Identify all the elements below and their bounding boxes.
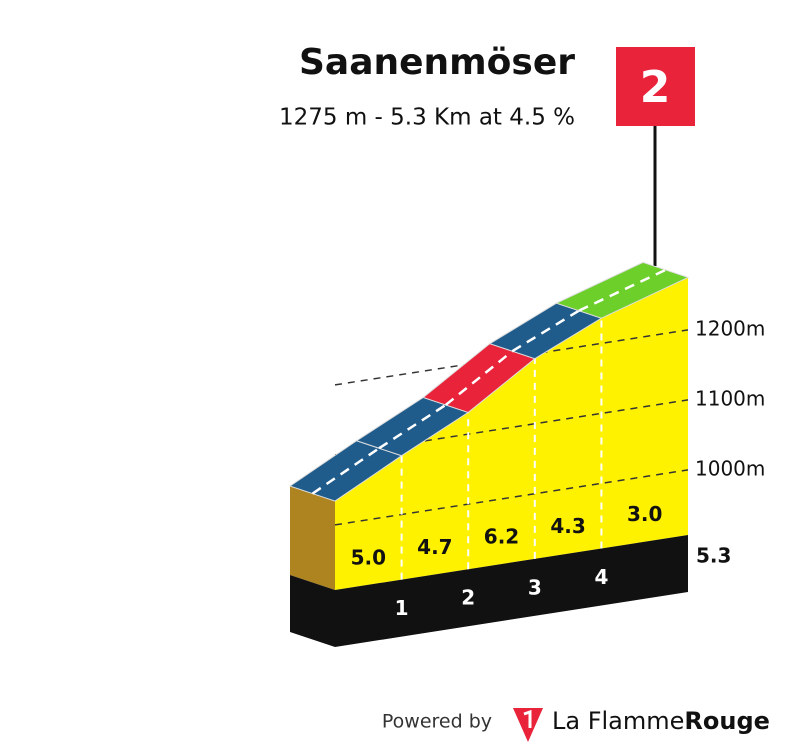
gradient-label: 4.3 (550, 514, 585, 538)
logo-mark (523, 709, 532, 728)
chart-subtitle: 1275 m - 5.3 Km at 4.5 % (279, 105, 575, 131)
center-line (378, 403, 447, 450)
brand-bold: Rouge (684, 707, 770, 735)
gradient-label: 5.0 (351, 545, 386, 569)
y-tick-label: 1100m (695, 386, 765, 410)
category-label: 2 (640, 62, 671, 113)
side-base (290, 575, 335, 647)
y-tick-label: 1200m (695, 316, 765, 340)
front-face (335, 277, 688, 590)
center-line (311, 447, 380, 495)
y-tick-label: 1000m (695, 456, 765, 480)
x-tick-label: 5.3 (696, 544, 731, 568)
category-flag (616, 47, 695, 126)
gradient-label: 4.7 (417, 535, 452, 559)
gradient-segment (555, 261, 690, 319)
x-tick-label: 4 (594, 565, 608, 589)
gradient-label: 6.2 (484, 525, 519, 549)
gradient-label: 3.0 (627, 502, 662, 526)
chart-title: Saanenmöser (299, 42, 575, 83)
brand-text: La Flamme (552, 707, 684, 735)
base-band (335, 535, 688, 647)
side-face (290, 486, 335, 590)
powered-by: Powered by (382, 711, 492, 733)
center-line (444, 350, 514, 406)
x-tick-label: 1 (395, 596, 409, 620)
x-tick-label: 3 (528, 575, 542, 599)
center-line (511, 309, 580, 353)
logo-icon (513, 708, 543, 742)
profile: 1000m 1100m 1200m 1 2 3 4 5.3 5.0 4.7 6.2 4.3 3.0 (288, 261, 765, 647)
brand: La FlammeRouge (552, 707, 770, 735)
x-tick-label: 2 (461, 586, 475, 610)
